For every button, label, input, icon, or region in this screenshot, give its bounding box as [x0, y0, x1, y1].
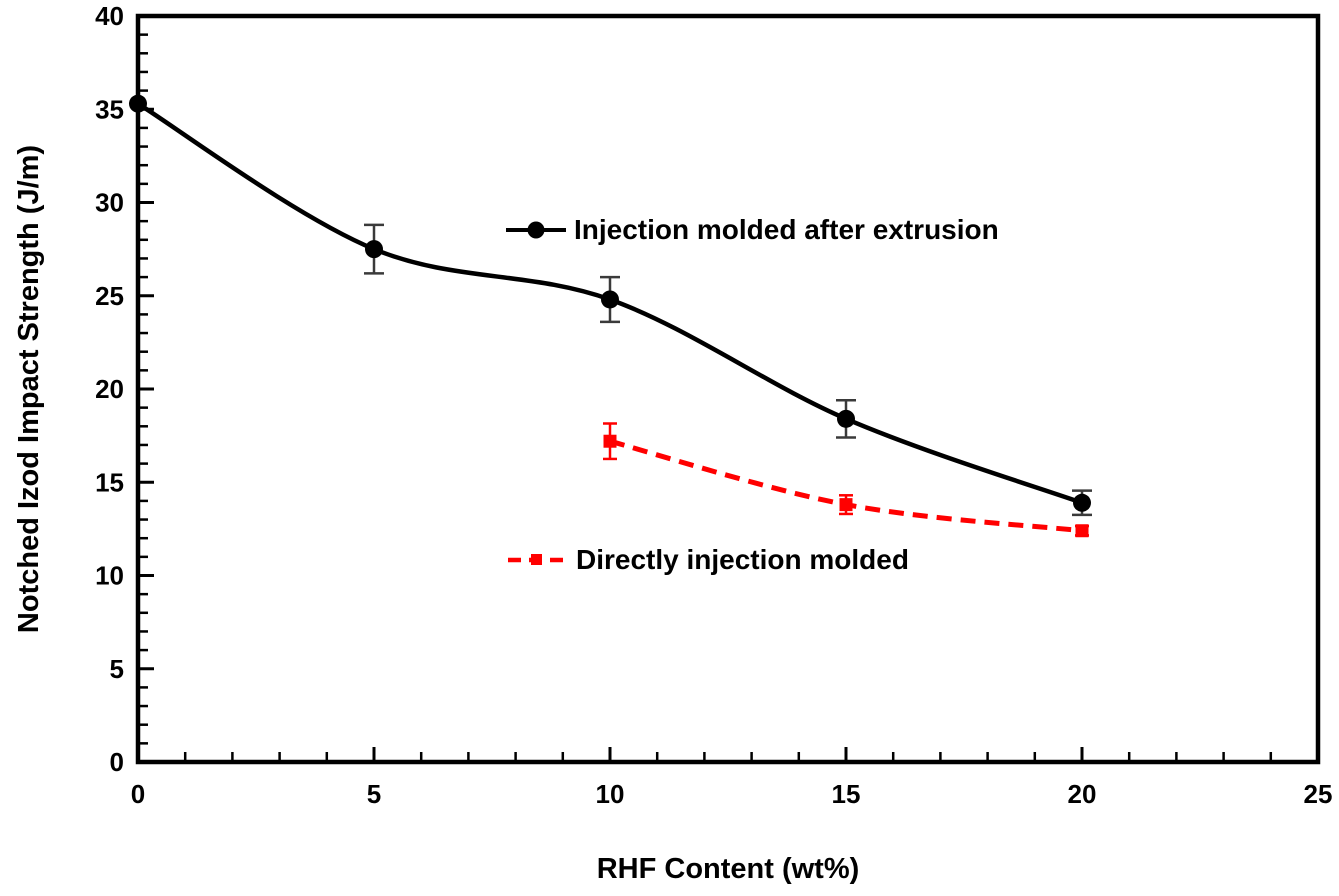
legend-label-direct: Directly injection molded: [576, 544, 909, 575]
series-curve: [609, 438, 1083, 534]
data-point-marker-square: [1075, 524, 1089, 538]
y-tick-label: 30: [95, 188, 124, 218]
y-tick-label: 25: [95, 281, 124, 311]
x-axis-tick-labels: 0 5 10 15 20 25: [131, 779, 1333, 809]
data-point-marker-circle: [601, 290, 619, 309]
series-red-dashed: [603, 422, 1089, 538]
y-axis-ticks: [140, 33, 154, 745]
y-tick-label: 40: [95, 1, 124, 31]
data-point-marker-circle: [837, 409, 855, 428]
legend-circle-marker-icon: [527, 221, 545, 239]
data-point-marker-circle: [1073, 493, 1091, 512]
x-tick-label: 0: [131, 779, 145, 809]
data-series-layer: [129, 94, 1092, 538]
y-axis-tick-labels: 0 5 10 15 20 25 30 35 40: [95, 1, 124, 777]
y-axis-label: Notched Izod Impact Strength (J/m): [13, 145, 45, 633]
y-tick-label: 10: [95, 561, 124, 591]
x-axis-label: RHF Content (wt%): [597, 853, 860, 885]
data-point-marker-circle: [365, 240, 383, 259]
legend-item-directly-injection-molded: Directly injection molded: [508, 544, 909, 575]
y-tick-label: 35: [95, 94, 124, 124]
data-point-marker-circle: [129, 94, 147, 113]
x-tick-label: 25: [1304, 779, 1333, 809]
data-point-marker-square: [839, 498, 853, 512]
x-tick-label: 15: [832, 779, 861, 809]
x-tick-label: 10: [596, 779, 625, 809]
y-tick-label: 20: [95, 374, 124, 404]
x-tick-label: 20: [1068, 779, 1097, 809]
legend-square-marker-icon: [531, 554, 542, 565]
x-axis-ticks: [183, 747, 1273, 760]
data-point-marker-square: [603, 434, 617, 448]
legend-item-injection-molded-after-extrusion: Injection molded after extrusion: [506, 214, 999, 245]
y-tick-label: 0: [110, 747, 124, 777]
legend-label-extrusion: Injection molded after extrusion: [574, 214, 999, 245]
y-tick-label: 5: [110, 654, 124, 684]
series-black-solid: [129, 94, 1092, 517]
x-tick-label: 5: [367, 779, 381, 809]
y-tick-label: 15: [95, 467, 124, 497]
plot-frame: [135, 13, 1321, 765]
